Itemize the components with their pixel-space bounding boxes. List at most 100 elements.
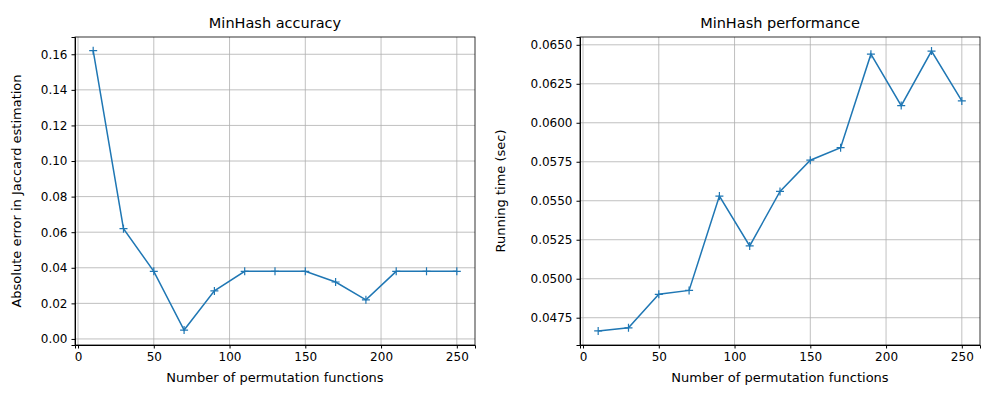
grid-line	[75, 303, 475, 304]
marker	[332, 278, 340, 286]
marker	[241, 267, 249, 275]
marker	[867, 50, 875, 58]
y-axis-title: Absolute error in Jaccard estimation	[9, 74, 24, 307]
tick-mark	[577, 279, 581, 280]
marker	[453, 267, 461, 275]
marker	[655, 290, 663, 298]
marker	[392, 267, 400, 275]
grid-line	[580, 278, 980, 279]
marker	[776, 187, 784, 195]
tick-mark	[72, 232, 76, 233]
grid-line	[961, 37, 962, 345]
x-axis: 050100150200250	[580, 345, 981, 364]
axis-line	[76, 346, 476, 349]
grid-line	[886, 37, 887, 345]
marker	[301, 267, 309, 275]
figure: 0501001502002500.000.020.040.060.080.100…	[0, 0, 1000, 400]
title: MinHash accuracy	[209, 15, 342, 31]
tick: 150	[799, 345, 822, 364]
tick-label: 150	[799, 350, 822, 364]
plot-area	[594, 47, 966, 335]
y-axis: 0.04750.05000.05250.05500.05750.06000.06…	[531, 38, 581, 346]
tick-label: 250	[951, 350, 974, 364]
grid-line	[381, 37, 382, 345]
grid-line	[75, 54, 475, 55]
tick-mark	[78, 345, 79, 349]
tick: 0.0475	[531, 311, 581, 325]
tick: 0.02	[41, 297, 75, 311]
tick: 0	[75, 345, 83, 364]
tick-label: 0.04	[41, 261, 68, 275]
tick: 0.12	[41, 119, 75, 133]
grid-line	[229, 37, 230, 345]
tick: 0.0525	[531, 233, 581, 247]
marker	[746, 242, 754, 250]
tick-mark	[577, 318, 581, 319]
x-axis: 050100150200250	[75, 345, 476, 364]
title: MinHash performance	[700, 15, 860, 31]
grid-line	[75, 125, 475, 126]
tick-mark	[230, 345, 231, 349]
tick: 150	[294, 345, 317, 364]
series-line	[93, 51, 457, 330]
grid-line	[75, 89, 475, 90]
tick: 200	[875, 345, 898, 364]
tick-label: 0.12	[41, 119, 68, 133]
marker	[180, 326, 188, 334]
tick: 250	[446, 345, 469, 364]
tick: 0.0625	[531, 77, 581, 91]
tick: 0.04	[41, 261, 75, 275]
tick-label: 200	[875, 350, 898, 364]
tick-mark	[886, 345, 887, 349]
tick-mark	[72, 303, 76, 304]
tick-mark	[577, 123, 581, 124]
marker	[958, 97, 966, 105]
y-axis: 0.000.020.040.060.080.100.120.140.16	[41, 38, 76, 347]
tick-label: 0.10	[41, 154, 68, 168]
tick: 50	[147, 345, 162, 364]
tick-label: 0.14	[41, 83, 68, 97]
grid-line	[580, 317, 980, 318]
tick: 50	[652, 345, 667, 364]
marker	[150, 267, 158, 275]
tick: 0.10	[41, 154, 75, 168]
grid-line	[456, 37, 457, 345]
tick-label: 150	[294, 350, 317, 364]
tick-mark	[577, 201, 581, 202]
tick-mark	[457, 345, 458, 349]
chart: 0501001502002500.000.020.040.060.080.100…	[9, 15, 476, 385]
tick-label: 0.0475	[531, 311, 573, 325]
tick-mark	[583, 345, 584, 349]
grid-line	[580, 161, 980, 162]
marker	[806, 156, 814, 164]
marker	[837, 144, 845, 152]
tick-mark	[72, 54, 76, 55]
marker	[897, 102, 905, 110]
tick-mark	[577, 84, 581, 85]
grid-line	[78, 37, 79, 345]
tick-label: 0.06	[41, 226, 68, 240]
tick: 0.0650	[531, 38, 581, 52]
tick: 0.0575	[531, 155, 581, 169]
tick-label: 100	[219, 350, 242, 364]
grid-line	[75, 338, 475, 339]
x-axis-title: Number of permutation functions	[671, 370, 888, 385]
tick: 0.14	[41, 83, 75, 97]
marker	[685, 286, 693, 294]
marker	[271, 267, 279, 275]
tick-mark	[659, 345, 660, 349]
tick-mark	[72, 197, 76, 198]
tick: 0	[580, 345, 588, 364]
grid-line	[580, 83, 980, 84]
tick-mark	[305, 345, 306, 349]
tick-label: 0	[580, 350, 588, 364]
grid-line	[75, 196, 475, 197]
tick-label: 0.16	[41, 48, 68, 62]
tick-mark	[381, 345, 382, 349]
grid-line	[75, 232, 475, 233]
tick-label: 50	[652, 350, 667, 364]
tick: 250	[951, 345, 974, 364]
grid-line	[75, 161, 475, 162]
marker	[210, 287, 218, 295]
marker	[928, 47, 936, 55]
